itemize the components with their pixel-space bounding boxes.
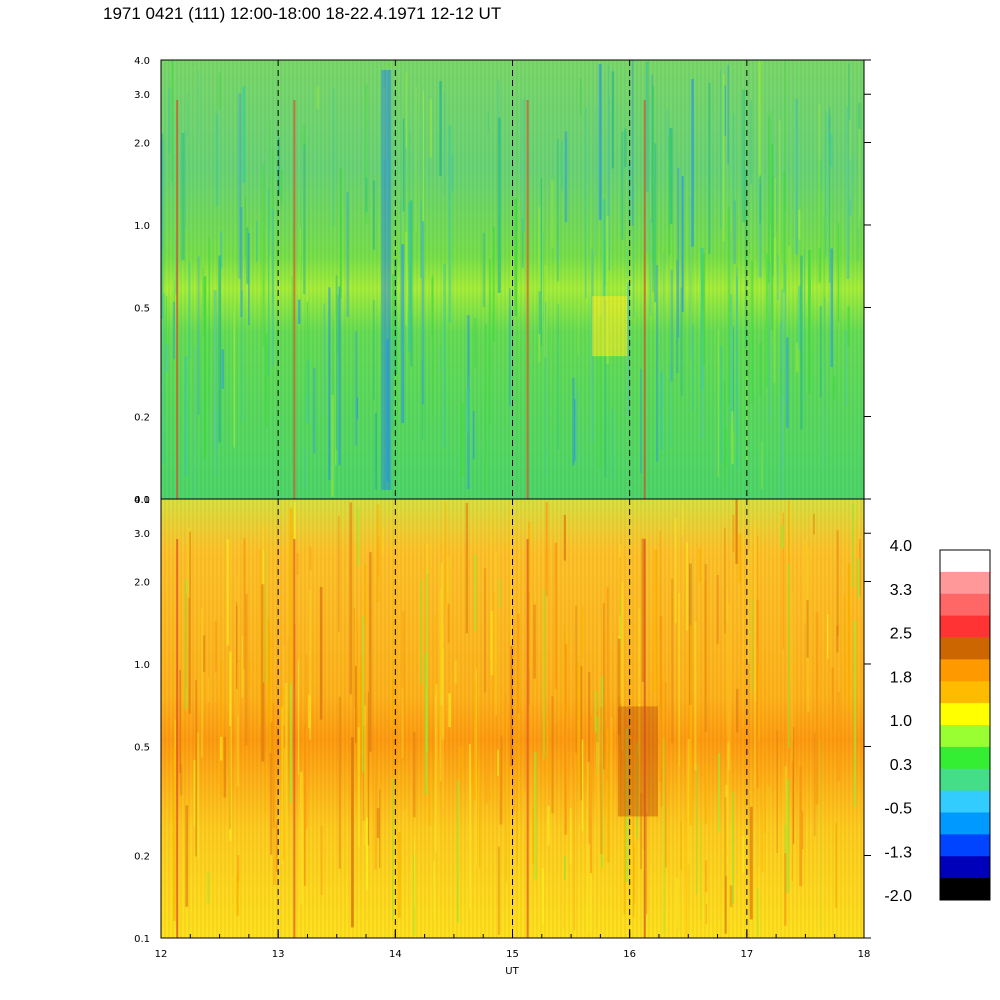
y-tick-label: 3.0 bbox=[134, 90, 150, 101]
colorbar-cell bbox=[940, 746, 990, 770]
x-tick-label: 14 bbox=[389, 949, 402, 960]
colorbar-label: -1.3 bbox=[884, 844, 912, 861]
y-tick-label: 2.0 bbox=[134, 577, 150, 588]
colorbar-cell bbox=[940, 681, 990, 704]
x-axis: 12 13 14 15 16 17 18 bbox=[155, 930, 871, 960]
colorbar-cell bbox=[940, 790, 990, 814]
colorbar-label: 0.3 bbox=[890, 757, 912, 774]
bottom-time-markers bbox=[277, 499, 748, 938]
colorbar: 4.0 3.3 2.5 1.8 1.0 0.3 -0.5 -1.3 -2.0 bbox=[884, 538, 991, 905]
top-panel: 0.1 0.2 0.5 1.0 2.0 3.0 4.0 bbox=[134, 56, 871, 506]
colorbar-cell bbox=[940, 878, 990, 901]
top-time-markers bbox=[277, 60, 748, 499]
y-tick-label: 0.1 bbox=[134, 495, 150, 506]
colorbar-cell bbox=[940, 812, 990, 835]
x-axis-label: UT bbox=[505, 966, 519, 977]
colorbar-cell bbox=[940, 615, 990, 639]
colorbar-cell bbox=[940, 550, 990, 573]
y-tick-label: 0.2 bbox=[134, 852, 150, 863]
colorbar-label: -0.5 bbox=[884, 801, 912, 818]
colorbar-cell bbox=[940, 593, 990, 617]
chart-title: 1971 0421 (111) 12:00-18:00 18-22.4.1971… bbox=[103, 4, 502, 23]
y-tick-label: 4.0 bbox=[134, 56, 150, 67]
y-tick-label: 0.5 bbox=[134, 742, 150, 753]
colorbar-cell bbox=[940, 659, 990, 682]
y-tick-label: 0.1 bbox=[134, 934, 150, 945]
y-tick-label: 0.5 bbox=[134, 303, 150, 314]
x-tick-label: 15 bbox=[506, 949, 519, 960]
x-tick-label: 12 bbox=[155, 949, 168, 960]
y-tick-label: 1.0 bbox=[134, 660, 150, 671]
y-tick-label: 2.0 bbox=[134, 138, 150, 149]
colorbar-cell bbox=[940, 637, 990, 660]
colorbar-label: -2.0 bbox=[884, 888, 912, 905]
y-tick-label: 4.0 bbox=[134, 495, 150, 506]
y-tick-label: 0.2 bbox=[134, 413, 150, 424]
bottom-panel: 0.1 0.2 0.5 1.0 2.0 3.0 4.0 12 13 14 15 16 17 18 UT bbox=[134, 495, 871, 977]
colorbar-label: 4.0 bbox=[890, 538, 912, 555]
x-tick-label: 16 bbox=[623, 949, 636, 960]
colorbar-label: 2.5 bbox=[890, 626, 912, 643]
colorbar-cell bbox=[940, 703, 990, 726]
colorbar-cell bbox=[940, 834, 990, 857]
colorbar-frame bbox=[939, 549, 991, 901]
bottom-y-axis: 0.1 0.2 0.5 1.0 2.0 3.0 4.0 bbox=[134, 495, 871, 945]
x-tick-label: 18 bbox=[858, 949, 871, 960]
colorbar-cell bbox=[940, 768, 990, 792]
x-tick-label: 13 bbox=[272, 949, 285, 960]
colorbar-label: 1.0 bbox=[890, 713, 912, 730]
y-tick-label: 3.0 bbox=[134, 529, 150, 540]
colorbar-label: 1.8 bbox=[890, 669, 912, 686]
x-tick-label: 17 bbox=[740, 949, 753, 960]
colorbar-cell bbox=[940, 571, 990, 595]
colorbar-cell bbox=[940, 856, 990, 879]
colorbar-label: 3.3 bbox=[890, 582, 912, 599]
colorbar-cell bbox=[940, 725, 990, 748]
y-tick-label: 1.0 bbox=[134, 221, 150, 232]
